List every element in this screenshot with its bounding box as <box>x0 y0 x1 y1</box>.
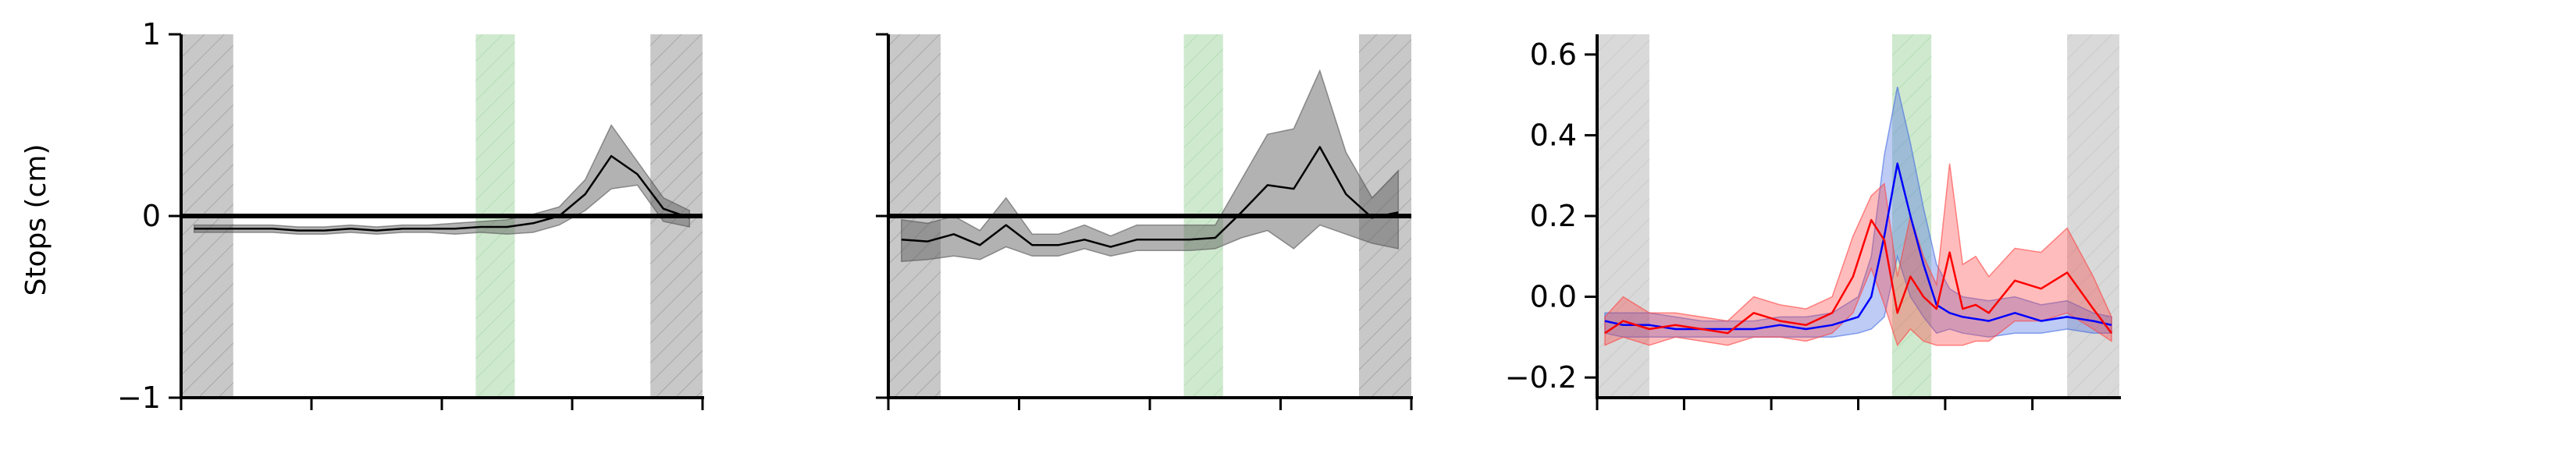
y-tick-label: 0.6 <box>1530 37 1577 72</box>
confidence-band-2 <box>1604 163 2112 347</box>
chart-panel-3: −0.2 0.0 0.2 0.4 0.6 <box>1505 34 2121 410</box>
series-line-1 <box>901 146 1399 248</box>
series-line-2 <box>1604 218 2112 335</box>
series-line-1 <box>194 154 690 232</box>
y-tick-label: −1 <box>117 381 161 415</box>
y-tick-label: 0 <box>142 199 161 233</box>
y-axis-label: Stops (cm) <box>20 144 52 296</box>
y-tick-label: 0.0 <box>1530 280 1577 314</box>
shaded-zone-hatch-3 <box>2067 34 2119 398</box>
y-tick-label: 1 <box>142 17 161 51</box>
confidence-band-1 <box>901 69 1400 263</box>
chart-panel-2 <box>876 33 1413 410</box>
y-tick-label: 0.2 <box>1530 199 1577 233</box>
confidence-band-1 <box>193 124 691 236</box>
chart-panel-1: −1 0 1 <box>117 17 704 415</box>
y-tick-label: 0.4 <box>1530 118 1577 152</box>
y-tick-label: −0.2 <box>1505 360 1577 395</box>
